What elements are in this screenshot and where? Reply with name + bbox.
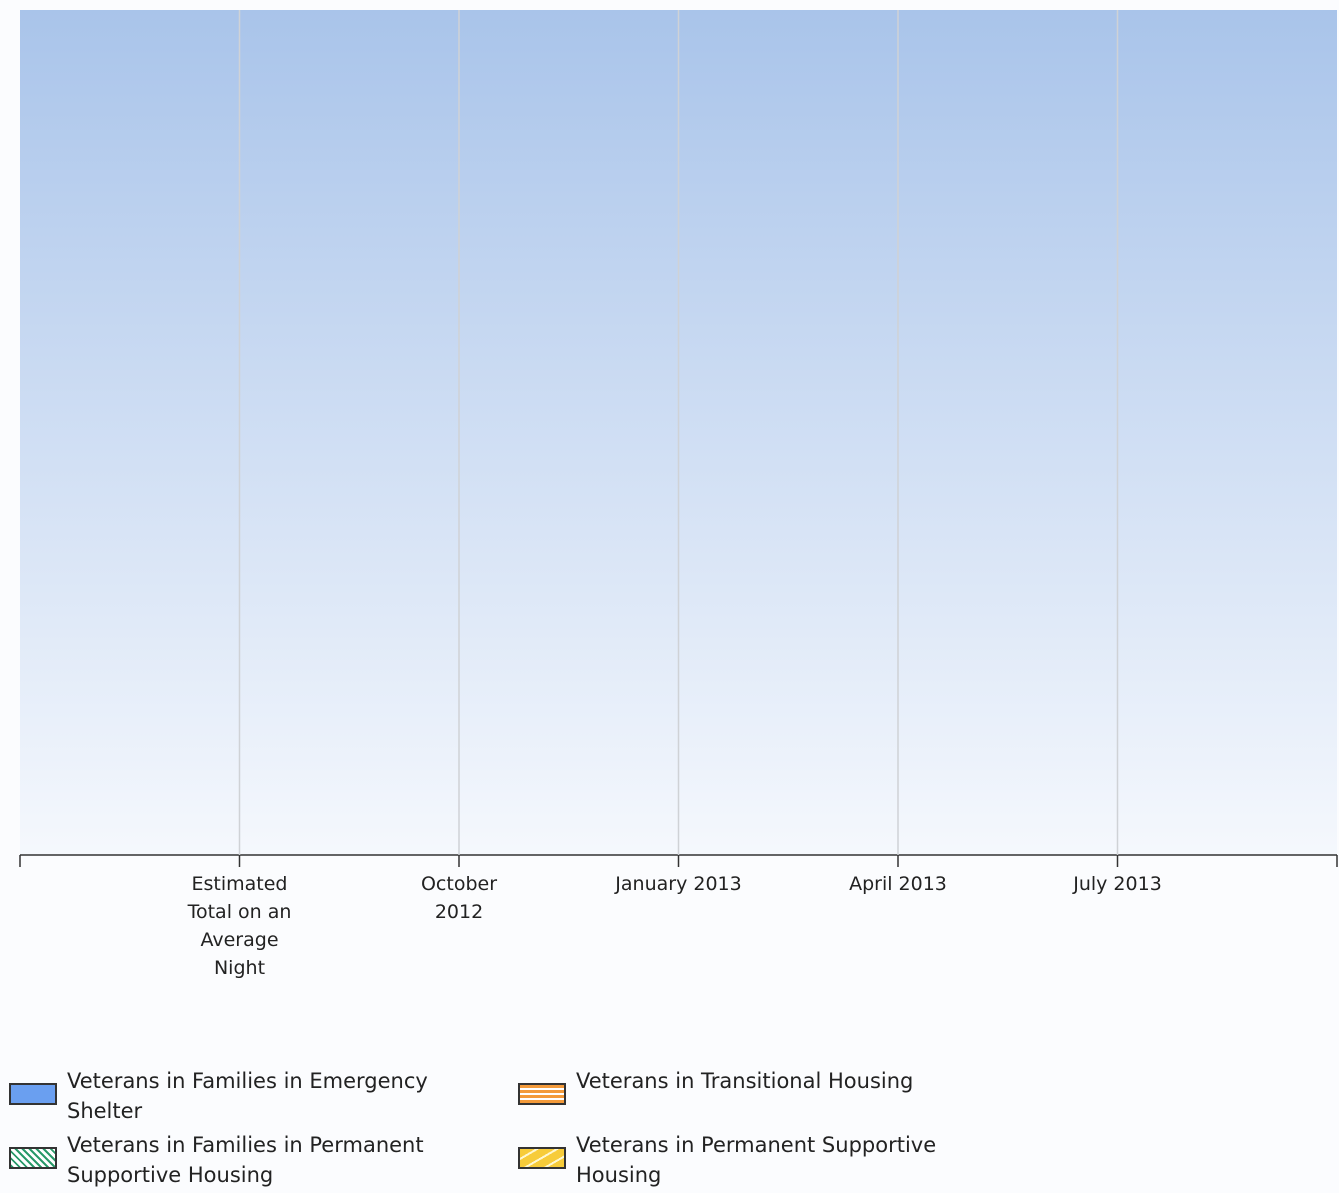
legend-swatch [9,1147,57,1169]
x-tick-label: January 2013 [615,873,742,895]
x-tick-label: Estimated Total on an Average Night [187,873,292,979]
legend-label: Veterans in Families in Emergency Shelte… [9,1066,497,1126]
x-tick-label: April 2013 [849,873,947,895]
legend-label: Veterans in Families in Permanent Suppor… [9,1130,497,1190]
legend-swatch [518,1083,566,1105]
legend-label: Veterans in Transitional Housing [518,1066,1006,1105]
x-tick-label: October 2012 [420,873,498,923]
x-tick-label: July 2013 [1073,873,1162,895]
legend-swatch [518,1147,566,1169]
legend-swatch [9,1083,57,1105]
legend-label: Veterans in Permanent Supportive Housing [518,1130,1006,1190]
